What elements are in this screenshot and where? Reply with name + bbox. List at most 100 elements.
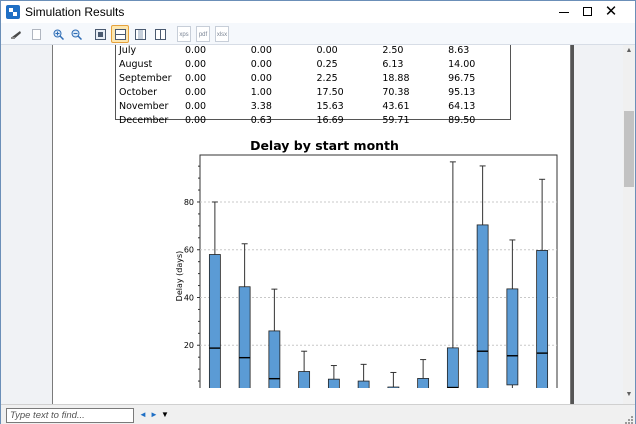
box-feb xyxy=(238,286,251,388)
toolbar: xps pdf xlsx xyxy=(1,23,635,45)
table-row: July 0.00 0.00 0.00 2.50 8.63 xyxy=(115,45,510,57)
two-page-button[interactable] xyxy=(151,25,169,43)
box-dec xyxy=(536,250,549,388)
zoom-out-button[interactable] xyxy=(67,25,85,43)
table-cell-value: 2.25 xyxy=(316,72,338,84)
resize-grip-icon[interactable] xyxy=(623,414,633,424)
table-cell-month: November xyxy=(119,100,169,112)
table-cell-value: 0.63 xyxy=(250,114,272,126)
table-cell-month: July xyxy=(119,45,137,56)
y-tick-label: 80 xyxy=(184,198,194,207)
table-cell-value: 0.00 xyxy=(316,45,338,56)
print-icon xyxy=(11,31,21,39)
table-cell-month: December xyxy=(119,114,169,126)
box-sep xyxy=(446,347,459,388)
table-cell-value: 0.00 xyxy=(184,58,207,70)
fit-width-icon xyxy=(115,29,126,40)
table-cell-value: 17.50 xyxy=(316,86,344,98)
status-bar: Type text to find... ◄ ► ▼ xyxy=(1,404,635,424)
page-setup-button[interactable] xyxy=(27,25,45,43)
table-cell-value: 0.25 xyxy=(316,58,338,70)
table-cell-value: 59.71 xyxy=(382,114,410,126)
table-cell-value: 0.00 xyxy=(184,86,207,98)
find-options-icon[interactable]: ▼ xyxy=(161,410,169,419)
maximize-button[interactable] xyxy=(565,1,611,23)
close-button[interactable]: ✕ xyxy=(588,1,634,23)
table-row: November 0.00 3.38 15.63 43.61 64.13 xyxy=(115,99,510,113)
chart-title: Delay by start month xyxy=(250,138,399,153)
minimize-button[interactable] xyxy=(542,1,588,23)
results-table: July 0.00 0.00 0.00 2.50 8.63 August 0.00 0.00 0.… xyxy=(115,45,510,127)
find-previous-icon[interactable]: ◄ xyxy=(139,410,147,419)
table-cell-value: 64.13 xyxy=(448,100,476,112)
scroll-thumb[interactable] xyxy=(624,111,634,187)
y-tick-label: 20 xyxy=(184,341,194,350)
delay-chart: Delay by start month 020406080JanFebMarA… xyxy=(113,138,573,388)
zoom-in-icon xyxy=(53,29,64,40)
box-mar xyxy=(268,330,281,388)
table-cell-value: 89.50 xyxy=(448,114,476,126)
maximize-icon xyxy=(583,7,592,16)
table-cell-value: 0.00 xyxy=(184,114,207,126)
print-button[interactable] xyxy=(7,25,25,43)
fit-width-button[interactable] xyxy=(111,25,129,43)
box-jul xyxy=(387,386,400,388)
table-row: December 0.00 0.63 16.69 59.71 89.50 xyxy=(115,113,510,127)
minimize-icon xyxy=(559,12,569,13)
find-next-icon[interactable]: ► xyxy=(150,410,158,419)
app-icon xyxy=(6,5,20,19)
table-row: August 0.00 0.00 0.25 6.13 14.00 xyxy=(115,57,510,71)
table-cell-value: 1.00 xyxy=(250,86,272,98)
scroll-up-icon[interactable]: ▲ xyxy=(625,47,633,54)
table-cell-value: 2.50 xyxy=(382,45,404,56)
fit-page-icon xyxy=(95,29,106,40)
vertical-scrollbar[interactable]: ▲ ▼ xyxy=(623,45,635,404)
document-viewport[interactable]: July 0.00 0.00 0.00 2.50 8.63 August 0.00 0.00 0.… xyxy=(1,45,623,404)
box-jun xyxy=(357,380,370,388)
table-cell-value: 43.61 xyxy=(382,100,410,112)
box-jan xyxy=(208,254,221,388)
results-table-border xyxy=(115,45,511,120)
table-row: September 0.00 0.00 2.25 18.88 96.75 xyxy=(115,71,510,85)
table-cell-value: 0.00 xyxy=(184,100,207,112)
y-tick-label: 60 xyxy=(184,246,194,255)
export-xps-button[interactable]: xps xyxy=(177,26,191,42)
export-pdf-button[interactable]: pdf xyxy=(196,26,210,42)
two-page-icon xyxy=(155,29,166,40)
box-apr xyxy=(298,371,311,388)
table-cell-month: August xyxy=(119,58,153,70)
close-icon: ✕ xyxy=(604,3,618,20)
zoom-out-icon xyxy=(71,29,82,40)
window-title: Simulation Results xyxy=(25,5,125,19)
title-bar: Simulation Results ✕ xyxy=(1,1,635,23)
table-cell-value: 70.38 xyxy=(382,86,410,98)
single-page-button[interactable] xyxy=(131,25,149,43)
export-xlsx-button[interactable]: xlsx xyxy=(215,26,229,42)
box-aug xyxy=(417,378,430,388)
scroll-down-icon[interactable]: ▼ xyxy=(625,391,633,398)
table-cell-value: 95.13 xyxy=(448,86,476,98)
table-cell-value: 0.00 xyxy=(250,72,272,84)
fit-page-button[interactable] xyxy=(91,25,109,43)
table-cell-month: September xyxy=(119,72,172,84)
chart-canvas: 020406080JanFebMarAprMayJunJulAugSepOctN… xyxy=(175,154,558,388)
table-cell-value: 16.69 xyxy=(316,114,344,126)
table-cell-value: 6.13 xyxy=(382,58,404,70)
y-tick-label: 40 xyxy=(184,293,194,302)
table-cell-month: October xyxy=(119,86,158,98)
table-cell-value: 0.00 xyxy=(250,58,272,70)
table-cell-value: 0.00 xyxy=(184,72,207,84)
box-oct xyxy=(476,224,489,388)
table-cell-value: 18.88 xyxy=(382,72,410,84)
table-cell-value: 3.38 xyxy=(250,100,272,112)
table-row: October 0.00 1.00 17.50 70.38 95.13 xyxy=(115,85,510,99)
single-page-icon xyxy=(135,29,146,40)
report-page: July 0.00 0.00 0.00 2.50 8.63 August 0.00 0.00 0.… xyxy=(52,45,571,404)
box-nov xyxy=(506,288,519,386)
y-axis-label: Delay (days) xyxy=(175,251,184,302)
table-cell-value: 0.00 xyxy=(184,45,207,56)
table-cell-value: 96.75 xyxy=(448,72,476,84)
find-input[interactable]: Type text to find... xyxy=(6,408,134,423)
zoom-in-button[interactable] xyxy=(49,25,67,43)
